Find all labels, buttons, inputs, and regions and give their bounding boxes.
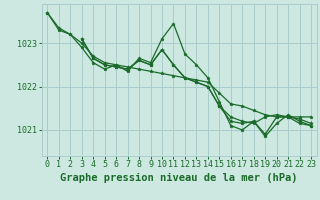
X-axis label: Graphe pression niveau de la mer (hPa): Graphe pression niveau de la mer (hPa)	[60, 173, 298, 183]
